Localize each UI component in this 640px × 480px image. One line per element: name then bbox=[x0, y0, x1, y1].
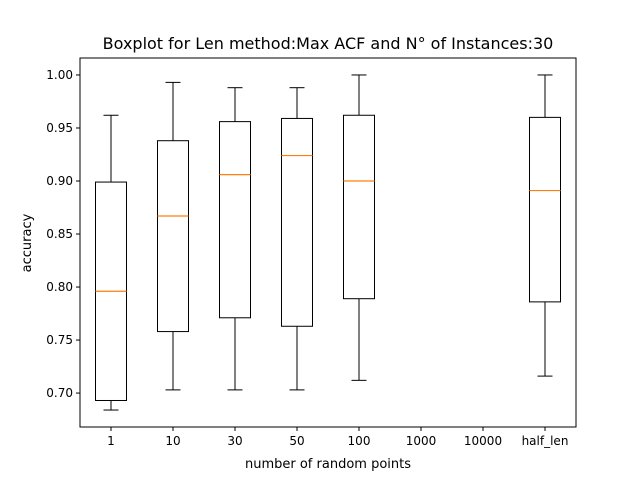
x-tick-label: 1000 bbox=[406, 434, 437, 448]
y-tick-label: 0.90 bbox=[46, 174, 73, 188]
x-axis: 1 10 30 50 100 1000 10000 half_len bbox=[107, 427, 568, 448]
box-10 bbox=[157, 81, 189, 391]
iqr-box bbox=[343, 114, 375, 300]
y-axis-label: accuracy bbox=[20, 213, 35, 272]
box-30 bbox=[219, 87, 251, 391]
box-half_len bbox=[529, 74, 561, 377]
y-tick-label: 0.85 bbox=[46, 227, 73, 241]
box-100 bbox=[343, 74, 375, 381]
x-tick-label: 10000 bbox=[464, 434, 502, 448]
x-tick-label: 1 bbox=[107, 434, 115, 448]
y-tick-label: 0.95 bbox=[46, 121, 73, 135]
y-tick-label: 0.75 bbox=[46, 333, 73, 347]
y-tick-label: 0.70 bbox=[46, 386, 73, 400]
boxes bbox=[95, 74, 561, 411]
x-tick-label: 50 bbox=[289, 434, 304, 448]
y-axis: 0.70 0.75 0.80 0.85 0.90 0.95 1.00 bbox=[46, 68, 80, 400]
x-axis-label: number of random points bbox=[245, 457, 411, 472]
x-tick-label: 30 bbox=[227, 434, 242, 448]
iqr-box bbox=[219, 121, 251, 319]
box-1 bbox=[95, 114, 127, 411]
iqr-box bbox=[281, 117, 313, 327]
y-tick-label: 1.00 bbox=[46, 68, 73, 82]
y-tick-label: 0.80 bbox=[46, 280, 73, 294]
box-50 bbox=[281, 87, 313, 391]
x-tick-label: half_len bbox=[522, 434, 569, 448]
plot-frame bbox=[79, 57, 577, 428]
chart-title: Boxplot for Len method:Max ACF and N° of… bbox=[103, 34, 554, 53]
iqr-box bbox=[157, 140, 189, 333]
x-tick-label: 100 bbox=[348, 434, 371, 448]
x-tick-label: 10 bbox=[165, 434, 180, 448]
iqr-box bbox=[529, 116, 561, 303]
